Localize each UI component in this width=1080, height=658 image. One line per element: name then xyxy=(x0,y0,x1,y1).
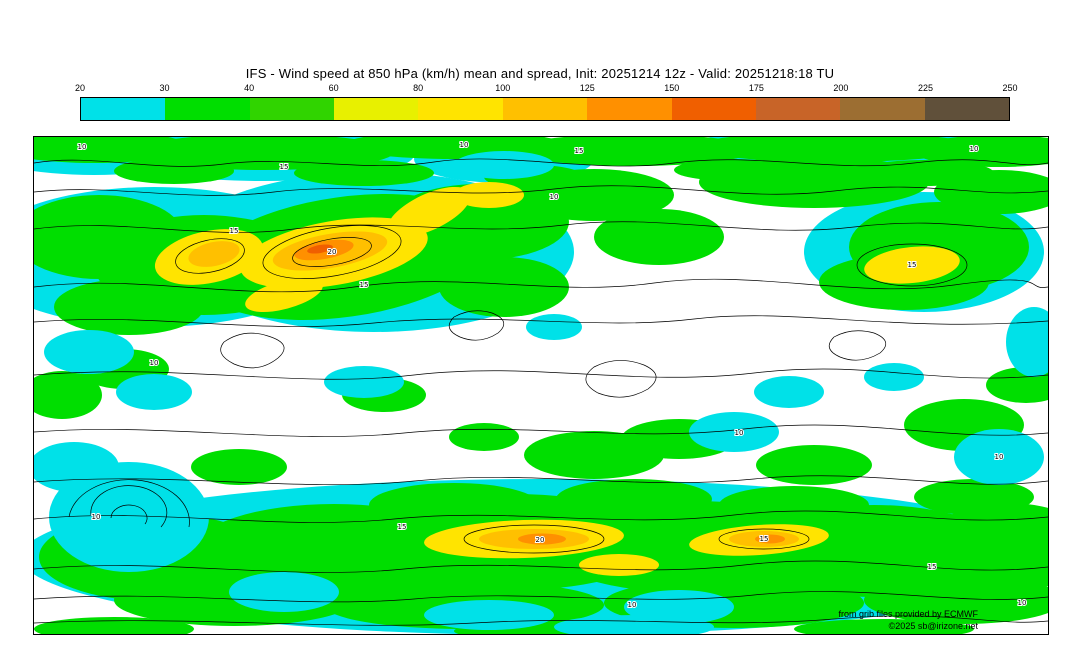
contour-label: 10 xyxy=(92,513,101,521)
colorbar-tick-label: 125 xyxy=(579,83,595,93)
colorbar: 20 30 40 60 80 100 125 150 175 200 225 250 xyxy=(75,83,1018,121)
contour-label: 15 xyxy=(760,535,769,543)
copyright-text: ©2025 sb@irizone.net xyxy=(888,621,978,631)
credit-ecmwf: from grib files provided by ECMWF xyxy=(838,609,978,619)
contour-label: 10 xyxy=(150,359,159,367)
contour-label: 15 xyxy=(398,523,407,531)
colorbar-segment xyxy=(587,98,672,120)
colorbar-segment xyxy=(165,98,250,120)
colorbar-segment xyxy=(671,98,756,120)
contour-label: 15 xyxy=(575,147,584,155)
contour-label: 15 xyxy=(908,261,917,269)
colorbar-ticks: 20 30 40 60 80 100 125 150 175 200 225 250 xyxy=(75,83,1018,95)
contour-label: 10 xyxy=(628,601,637,609)
contour-label: 20 xyxy=(328,248,337,256)
colorbar-segment xyxy=(81,98,166,120)
contour-label: 10 xyxy=(995,453,1004,461)
contour-label: 15 xyxy=(928,563,937,571)
colorbar-segment xyxy=(249,98,335,120)
colorbar-tick-label: 80 xyxy=(413,83,424,93)
spread-isolines xyxy=(34,158,1048,626)
colorbar-tick-label: 250 xyxy=(1002,83,1018,93)
chart-title: IFS - Wind speed at 850 hPa (km/h) mean … xyxy=(245,66,835,81)
wind-fill-deep-orange xyxy=(307,244,333,254)
colorbar-tick-label: 20 xyxy=(74,83,86,93)
colorbar-tick-label: 40 xyxy=(244,83,255,93)
wind-fill-cyan-pockets xyxy=(34,151,1048,634)
colorbar-segment xyxy=(418,98,503,120)
colorbar-tick-label: 30 xyxy=(159,83,170,93)
colorbar-tick-label: 175 xyxy=(748,83,764,93)
contour-label: 20 xyxy=(536,536,545,544)
colorbar-tick-label: 225 xyxy=(917,83,933,93)
contour-label: 15 xyxy=(360,281,369,289)
wind-speed-map: 10 15 10 15 10 20 15 10 15 10 15 20 15 10 15 10 10 15 10 10 xyxy=(34,137,1048,634)
colorbar-segment xyxy=(755,98,841,120)
colorbar-segment xyxy=(924,98,1009,120)
colorbar-tick-label: 200 xyxy=(833,83,849,93)
colorbar-tick-label: 150 xyxy=(664,83,680,93)
contour-labels: 10 15 10 15 10 20 15 10 15 10 15 20 15 10 15 10 10 15 10 10 xyxy=(77,140,1028,610)
colorbar-tick-label: 100 xyxy=(495,83,511,93)
colorbar-segment xyxy=(334,98,419,120)
colorbar-gradient xyxy=(80,97,1010,121)
contour-label: 15 xyxy=(280,163,289,171)
contour-label: 10 xyxy=(460,141,469,149)
contour-label: 10 xyxy=(78,143,87,151)
map-area: 10 15 10 15 10 20 15 10 15 10 15 20 15 10 15 10 10 15 10 10… xyxy=(33,136,1049,635)
contour-label: 10 xyxy=(550,193,559,201)
contour-label: 10 xyxy=(970,145,979,153)
contour-label: 15 xyxy=(230,227,239,235)
contour-label: 10 xyxy=(735,429,744,437)
colorbar-tick-label: 60 xyxy=(328,83,339,93)
contour-label: 10 xyxy=(1018,599,1027,607)
colorbar-segment xyxy=(840,98,925,120)
colorbar-segment xyxy=(502,98,588,120)
